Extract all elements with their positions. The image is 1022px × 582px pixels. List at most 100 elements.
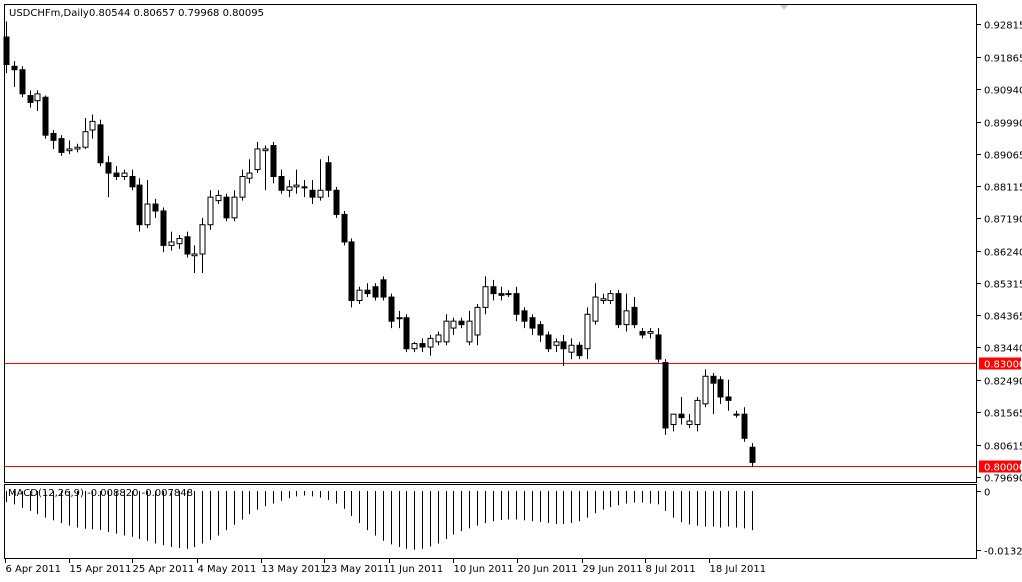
candle-body-bull [584, 313, 591, 350]
candle-body-bear [105, 162, 112, 174]
candle [584, 307, 591, 360]
candle-body-bull [144, 203, 151, 226]
candle-body-bear [136, 184, 143, 226]
candle-body-bear [560, 341, 567, 350]
candle [144, 179, 151, 229]
x-tick-label: 10 Jun 2011 [454, 564, 514, 575]
candle-body-bull [301, 186, 308, 189]
candle-body-bull [215, 194, 222, 202]
candle [356, 286, 363, 304]
candle-body-bear [184, 236, 191, 255]
candle [545, 331, 552, 353]
candle [168, 231, 175, 251]
x-tick-label: 18 Jul 2011 [710, 564, 767, 575]
candle [521, 307, 528, 329]
candle-body-bear [364, 289, 371, 295]
candle [553, 338, 560, 353]
candle-body-bull [435, 334, 442, 343]
candle-body-bear [419, 343, 426, 348]
candle-body-bull [239, 176, 246, 198]
candle [615, 290, 622, 329]
candle [348, 238, 355, 308]
candle [482, 276, 489, 315]
candle-body-bear [152, 203, 159, 212]
candle-body-bear [537, 324, 544, 336]
candle [34, 90, 41, 112]
y-tick-label: 0.88115 [984, 183, 1022, 194]
candle-body-bear [325, 162, 332, 191]
candle-body-bear [545, 334, 552, 350]
candle-body-bull [623, 310, 630, 326]
candle [411, 341, 418, 353]
candle-body-bear [710, 375, 717, 384]
candle-body-bull [34, 93, 41, 102]
candle [286, 179, 293, 198]
x-tick-label: 20 Jun 2011 [518, 564, 578, 575]
candle-body-bear [11, 65, 18, 71]
candle [89, 114, 96, 139]
y-tick-label: 0.85315 [984, 280, 1022, 291]
candle-body-bull [293, 184, 300, 188]
candle-body-bull [427, 337, 434, 348]
candle-body-bear [749, 446, 756, 463]
candle-body-bull [592, 296, 599, 322]
candle [427, 334, 434, 356]
candle [19, 66, 26, 98]
x-tick-label: 25 Apr 2011 [133, 564, 195, 575]
candle-body-bull [207, 196, 214, 226]
y-tick-label: 0.84365 [984, 312, 1022, 323]
candle-body-bull [356, 289, 363, 302]
y-tick-label: 0.87190 [984, 215, 1022, 226]
candle [82, 117, 89, 149]
y-tick-label: 0.79690 [984, 474, 1022, 485]
candle [450, 317, 457, 335]
candle [639, 328, 646, 339]
candle-body-bull [568, 344, 575, 353]
y-tick-label: 0.91865 [984, 54, 1022, 65]
y-tick-label: 0.92815 [984, 21, 1022, 32]
candle [710, 372, 717, 415]
candle-body-bull [482, 286, 489, 308]
candle [592, 283, 599, 325]
candle-body-bear [717, 379, 724, 398]
macd-tick-label: -0.01323 [984, 547, 1022, 558]
candle-body-bear [490, 286, 497, 295]
y-tick-label: 0.81565 [984, 409, 1022, 420]
candle [576, 341, 583, 360]
candle [505, 290, 512, 298]
candle [199, 217, 206, 273]
candle [537, 321, 544, 342]
chart-shift-marker[interactable] [780, 5, 788, 10]
y-tick-label: 0.89065 [984, 151, 1022, 162]
candle [160, 207, 167, 253]
candle [670, 413, 677, 432]
candle-body-bear [678, 413, 685, 419]
candle [717, 376, 724, 404]
candle-body-bull [231, 196, 238, 219]
candle-body-bull [670, 413, 677, 426]
x-tick-label: 13 May 2011 [262, 564, 327, 575]
candle [647, 328, 654, 339]
candle-body-bull [553, 341, 560, 346]
candle-body-bear [639, 331, 646, 336]
candle [380, 276, 387, 301]
x-tick-label: 8 Jul 2011 [646, 564, 696, 575]
candle [372, 283, 379, 301]
candle [466, 310, 473, 346]
candle [662, 359, 669, 435]
candle-body-bear [223, 196, 230, 219]
candle [333, 186, 340, 218]
candle-body-bull [66, 148, 73, 152]
candle [317, 159, 324, 201]
candle [396, 310, 403, 329]
candle-body-bear [27, 95, 34, 103]
candle [207, 190, 214, 230]
candle [600, 293, 607, 304]
candle-body-bear [129, 176, 136, 188]
candle [655, 328, 662, 363]
candle-body-bear [521, 310, 528, 322]
candle-body-bear [576, 344, 583, 357]
candle-body-bear [388, 296, 395, 322]
